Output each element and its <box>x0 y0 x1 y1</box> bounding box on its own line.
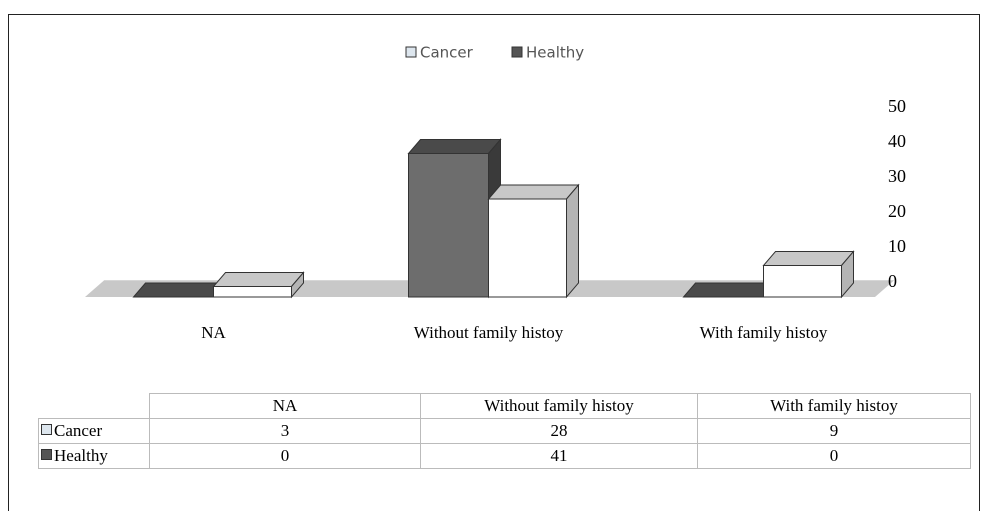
legend-icon <box>511 46 523 58</box>
row-label: Healthy <box>54 446 108 465</box>
bar <box>213 286 292 298</box>
cell: 0 <box>697 443 971 469</box>
column-header: NA <box>149 393 421 419</box>
row-header: Healthy <box>38 443 150 469</box>
legend-label: Healthy <box>526 44 584 62</box>
cell: 28 <box>420 418 698 444</box>
row-label: Cancer <box>54 421 103 440</box>
blank-cell <box>38 393 150 419</box>
bar-top <box>487 184 580 200</box>
bar-top <box>762 251 855 266</box>
bar-side <box>566 183 579 299</box>
bar-top <box>407 139 502 154</box>
bar-top <box>212 272 305 287</box>
cell: 41 <box>420 443 698 469</box>
cell: 3 <box>149 418 421 444</box>
y-tick-label: 50 <box>888 96 906 116</box>
chart-frame <box>8 14 980 511</box>
data-table: NA Without family histoy With family his… <box>38 393 971 469</box>
y-tick-label: 20 <box>888 201 906 221</box>
column-header: Without family histoy <box>420 393 698 419</box>
bar <box>408 153 489 298</box>
legend-icon <box>41 424 52 435</box>
bar <box>488 198 567 298</box>
x-tick-label: With family histoy <box>699 323 828 342</box>
cell: 9 <box>697 418 971 444</box>
x-tick-label: NA <box>201 323 226 342</box>
x-tick-label: Without family histoy <box>413 323 564 342</box>
bar-top <box>132 282 227 298</box>
cell: 0 <box>149 443 421 469</box>
bar-top <box>682 282 777 298</box>
row-header: Cancer <box>38 418 150 444</box>
column-header: With family histoy <box>697 393 971 419</box>
legend-icon <box>405 46 417 58</box>
table-row: Cancer 3 28 9 <box>38 418 971 444</box>
bar <box>763 265 842 298</box>
legend-label: Cancer <box>420 44 474 62</box>
y-tick-label: 0 <box>888 271 897 291</box>
y-tick-label: 30 <box>888 166 906 186</box>
table-row: Healthy 0 41 0 <box>38 443 971 469</box>
y-tick-label: 10 <box>888 236 906 256</box>
table-header: NA Without family histoy With family his… <box>38 393 971 419</box>
y-tick-label: 40 <box>888 131 906 151</box>
legend-icon <box>41 449 52 460</box>
